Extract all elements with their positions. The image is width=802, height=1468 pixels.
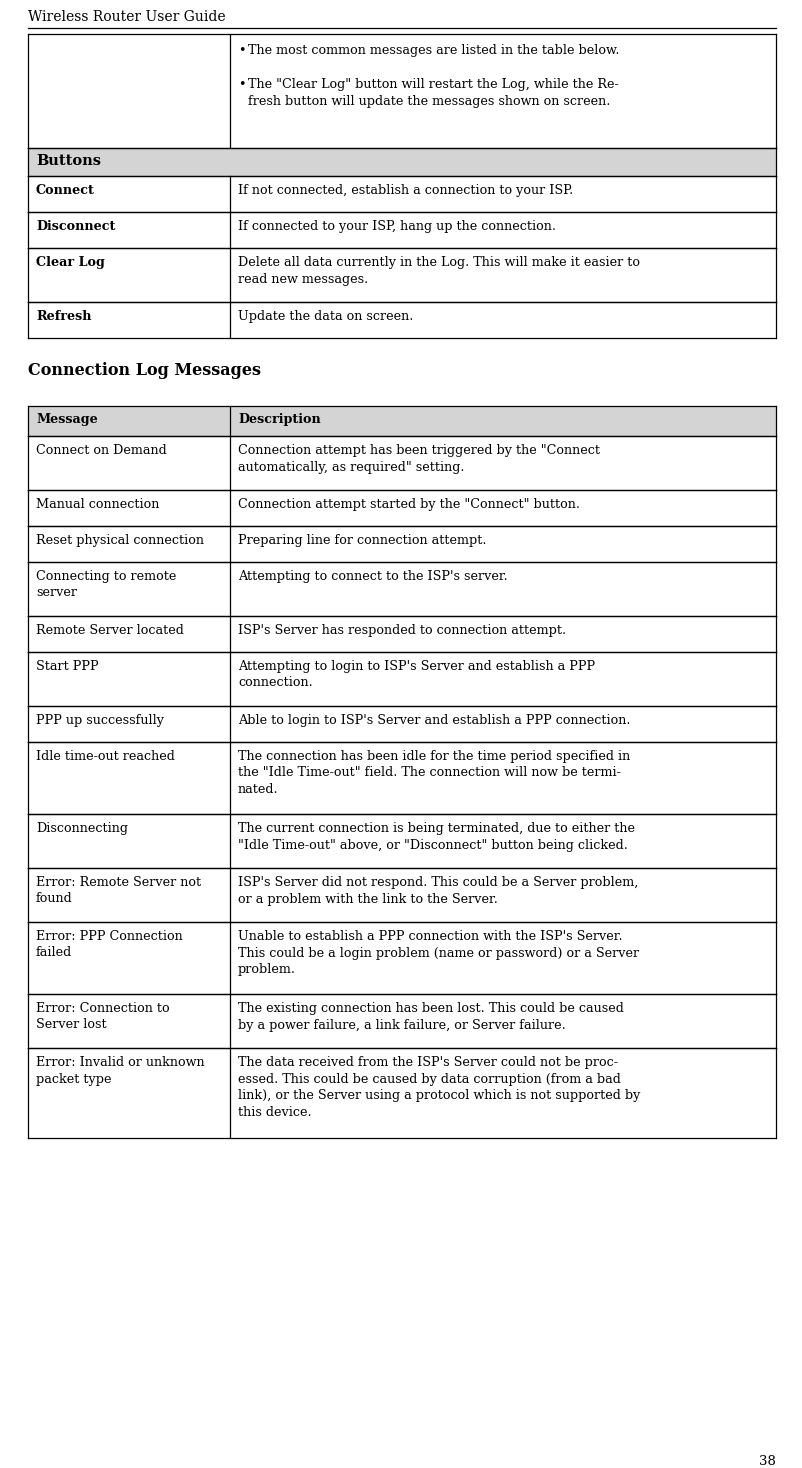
Text: Messagе: Messagе [36,413,98,426]
Text: •: • [237,78,245,91]
Text: Buttons: Buttons [36,154,101,167]
Text: ISP's Server has responded to connection attempt.: ISP's Server has responded to connection… [237,624,565,637]
Text: The data received from the ISP's Server could not be proc-
essed. This could be : The data received from the ISP's Server … [237,1055,639,1119]
Text: Error: Connection to
Server lost: Error: Connection to Server lost [36,1003,169,1032]
Text: Delete all data currently in the Log. This will make it easier to
read new messa: Delete all data currently in the Log. Th… [237,255,639,285]
Text: •: • [237,44,245,57]
Text: The most common messages are listed in the table below.: The most common messages are listed in t… [248,44,618,57]
Text: ISP's Server did not respond. This could be a Server problem,
or a problem with : ISP's Server did not respond. This could… [237,876,638,906]
Text: Connecting to remote
server: Connecting to remote server [36,570,176,599]
Text: Attempting to connect to the ISP's server.: Attempting to connect to the ISP's serve… [237,570,507,583]
Text: Wireless Router User Guide: Wireless Router User Guide [28,10,225,23]
Text: Description: Description [237,413,320,426]
Text: Error: Remote Server not
found: Error: Remote Server not found [36,876,201,906]
Text: The current connection is being terminated, due to either the
"Idle Time-out" ab: The current connection is being terminat… [237,822,634,851]
Bar [28,148,775,176]
Text: Disconnect: Disconnect [36,220,115,233]
Text: Idle time-out reached: Idle time-out reached [36,750,175,763]
Text: Start PPP: Start PPP [36,661,99,672]
Text: Connection attempt has been triggered by the "Connect
automatically, as required: Connection attempt has been triggered by… [237,443,599,474]
Text: If connected to your ISP, hang up the connection.: If connected to your ISP, hang up the co… [237,220,555,233]
Text: The connection has been idle for the time period specified in
the "Idle Time-out: The connection has been idle for the tim… [237,750,630,796]
Text: Update the data on screen.: Update the data on screen. [237,310,413,323]
Text: Connect: Connect [36,184,95,197]
Text: Able to login to ISP's Server and establish a PPP connection.: Able to login to ISP's Server and establ… [237,713,630,727]
Text: Error: Invalid or unknown
packet type: Error: Invalid or unknown packet type [36,1055,205,1085]
Bar [28,407,775,436]
Text: Connection Log Messages: Connection Log Messages [28,363,261,379]
Text: Attempting to login to ISP's Server and establish a PPP
connection.: Attempting to login to ISP's Server and … [237,661,594,690]
Text: PPP up successfully: PPP up successfully [36,713,164,727]
Text: Disconnecting: Disconnecting [36,822,128,835]
Text: Connection attempt started by the "Connect" button.: Connection attempt started by the "Conne… [237,498,579,511]
Text: The "Clear Log" button will restart the Log, while the Re-
fresh button will upd: The "Clear Log" button will restart the … [248,78,618,107]
Text: Refresh: Refresh [36,310,91,323]
Text: Manual connection: Manual connection [36,498,159,511]
Text: 38: 38 [758,1455,775,1468]
Text: Unable to establish a PPP connection with the ISP's Server.
This could be a logi: Unable to establish a PPP connection wit… [237,931,638,976]
Text: Reset physical connection: Reset physical connection [36,534,204,548]
Text: Error: PPP Connection
failed: Error: PPP Connection failed [36,931,183,960]
Text: Remote Server located: Remote Server located [36,624,184,637]
Text: Preparing line for connection attempt.: Preparing line for connection attempt. [237,534,486,548]
Text: Connect on Demand: Connect on Demand [36,443,167,457]
Text: Clear Log: Clear Log [36,255,105,269]
Text: The existing connection has been lost. This could be caused
by a power failure, : The existing connection has been lost. T… [237,1003,623,1032]
Text: If not connected, establish a connection to your ISP.: If not connected, establish a connection… [237,184,573,197]
